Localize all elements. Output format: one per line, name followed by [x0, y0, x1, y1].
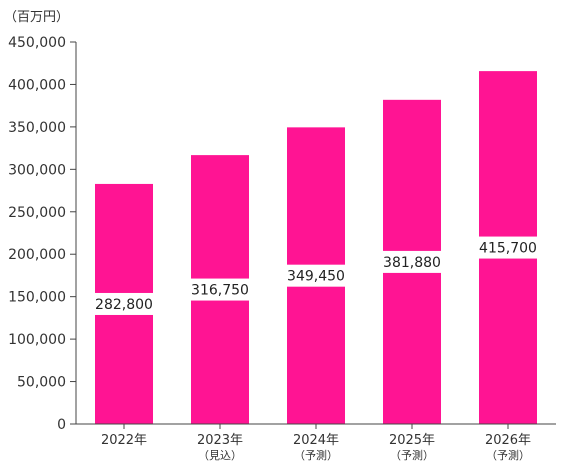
x-tick-sublabel: （見込）	[198, 449, 242, 462]
data-label-box	[188, 278, 252, 301]
y-tick-label: 50,000	[17, 375, 66, 391]
x-tick-label: 2025年	[389, 433, 435, 448]
data-label: 415,700	[479, 241, 537, 257]
data-label: 381,880	[383, 255, 441, 271]
y-tick-label: 200,000	[8, 247, 66, 263]
data-label-box	[476, 236, 540, 259]
data-label-box	[92, 292, 156, 315]
x-tick-label: 2026年	[485, 433, 531, 448]
y-axis-unit-label: （百万円）	[4, 10, 70, 25]
y-tick-label: 400,000	[8, 77, 66, 93]
y-tick-label: 250,000	[8, 205, 66, 221]
data-label-box	[284, 264, 348, 287]
bars-layer	[95, 71, 537, 425]
y-tick-label: 100,000	[8, 332, 66, 348]
x-tick-label: 2024年	[293, 433, 339, 448]
data-label: 282,800	[95, 297, 153, 313]
x-tick-label: 2023年	[197, 433, 243, 448]
data-label: 316,750	[191, 283, 249, 299]
x-tick-sublabel: （予測）	[294, 448, 338, 462]
y-tick-label: 350,000	[8, 120, 66, 136]
data-label-box	[380, 250, 444, 273]
data-labels-layer: 282,800 316,750 349,450 381,880 415,700	[92, 236, 540, 315]
x-tick-sublabel: （予測）	[390, 448, 434, 462]
x-tick-sublabel: （予測）	[486, 448, 530, 462]
y-tick-label: 450,000	[8, 35, 66, 51]
data-label: 349,450	[287, 269, 345, 285]
y-tick-label: 0	[57, 417, 66, 433]
x-tick-label: 2022年	[101, 433, 147, 448]
y-tick-label: 300,000	[8, 162, 66, 178]
axes-layer: 0 50,000 100,000 150,000 200,000 250,000 300,0…	[8, 35, 556, 462]
y-tick-label: 150,000	[8, 290, 66, 306]
